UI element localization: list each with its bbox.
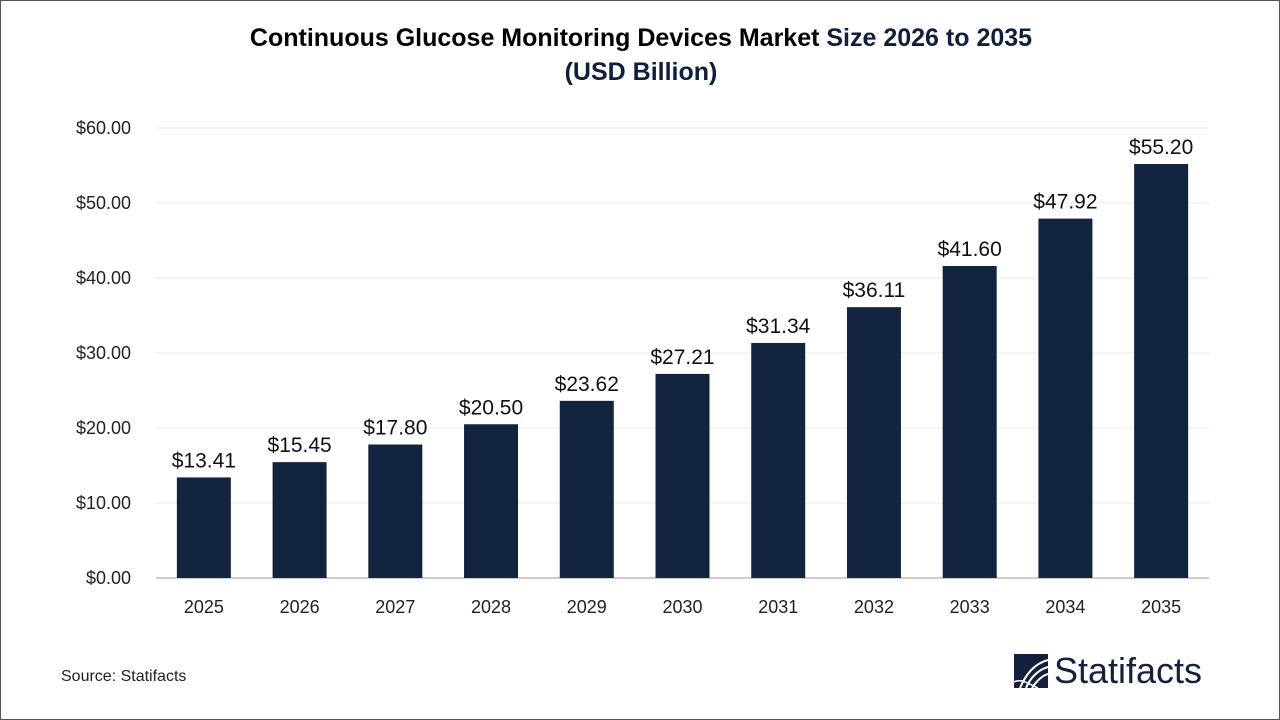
logo-icon: [1014, 654, 1048, 688]
y-tick-label: $50.00: [76, 193, 131, 213]
x-tick-label: 2034: [1045, 597, 1085, 617]
bar: [1134, 164, 1189, 578]
x-tick-label: 2025: [184, 597, 224, 617]
y-tick-label: $30.00: [76, 343, 131, 363]
chart-title: Continuous Glucose Monitoring Devices Ma…: [1, 21, 1279, 89]
bar: [942, 266, 997, 578]
bar: [655, 373, 710, 578]
source-note: Source: Statifacts: [61, 668, 187, 685]
data-label: $20.50: [459, 396, 523, 419]
data-label: $13.41: [172, 449, 236, 472]
logo-text: Statifacts: [1054, 650, 1203, 691]
y-tick-label: $10.00: [76, 493, 131, 513]
x-tick-label: 2029: [567, 597, 607, 617]
bar: [1038, 218, 1093, 578]
data-label: $36.11: [843, 279, 906, 302]
x-tick-label: 2027: [375, 597, 415, 617]
data-label: $41.60: [938, 238, 1002, 261]
data-label: $55.20: [1129, 136, 1193, 159]
x-tick-label: 2033: [950, 597, 990, 617]
data-label: $15.45: [267, 434, 331, 457]
bar: [272, 462, 327, 578]
data-label: $17.80: [363, 417, 427, 440]
x-tick-label: 2035: [1141, 597, 1181, 617]
data-label: $47.92: [1033, 191, 1097, 214]
x-tick-label: 2032: [854, 597, 894, 617]
bar: [846, 307, 901, 578]
x-tick-label: 2030: [662, 597, 702, 617]
bar: [559, 400, 614, 578]
data-label: $27.21: [650, 346, 714, 369]
bar: [751, 342, 806, 578]
x-tick-label: 2031: [758, 597, 798, 617]
data-label: $23.62: [555, 373, 619, 396]
data-label: $31.34: [746, 315, 811, 338]
bar: [464, 424, 519, 578]
title-line-2: (USD Billion): [564, 58, 718, 86]
statifacts-logo: Statifacts: [1014, 653, 1202, 689]
bar: [176, 477, 231, 578]
x-tick-label: 2026: [280, 597, 320, 617]
y-tick-label: $20.00: [76, 418, 131, 438]
y-tick-label: $0.00: [86, 568, 131, 588]
x-tick-label: 2028: [471, 597, 511, 617]
y-tick-label: $40.00: [76, 268, 131, 288]
title-part-2: Size 2026 to 2035: [826, 24, 1033, 52]
bar: [368, 444, 423, 578]
title-part-1: Continuous Glucose Monitoring Devices Ma…: [249, 24, 827, 52]
y-tick-label: $60.00: [76, 118, 131, 138]
